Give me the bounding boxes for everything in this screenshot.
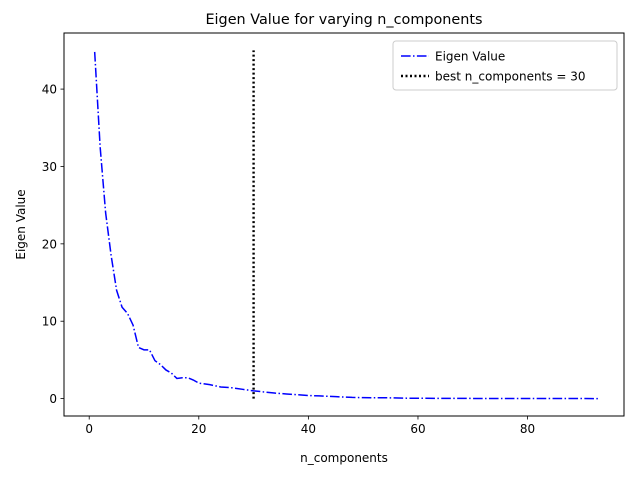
chart-title: Eigen Value for varying n_components (205, 12, 482, 28)
x-axis-label: n_components (300, 451, 388, 465)
y-tick-label: 20 (42, 237, 57, 251)
x-tick-label: 0 (85, 422, 93, 436)
x-tick-label: 60 (410, 422, 425, 436)
x-tick-label: 20 (191, 422, 206, 436)
x-tick-label: 80 (520, 422, 535, 436)
series-line-eigen-value (93, 51, 599, 400)
y-tick-label: 40 (42, 83, 57, 97)
plot-area (93, 50, 599, 400)
legend-entry-best-n-components-label: best n_components = 30 (435, 70, 585, 84)
axis-ticks: 0 20 40 60 80 0 10 20 30 40 (42, 83, 535, 436)
x-tick-label: 40 (301, 422, 316, 436)
legend-box (392, 40, 618, 91)
legend-entry-eigen-value-label: Eigen Value (435, 50, 505, 64)
y-axis-label: Eigen Value (14, 189, 28, 259)
axes-frame (63, 32, 625, 417)
legend: Eigen Value best n_components = 30 (392, 40, 618, 91)
y-tick-label: 10 (42, 315, 57, 329)
y-tick-label: 30 (42, 160, 57, 174)
y-tick-label: 0 (49, 392, 57, 406)
